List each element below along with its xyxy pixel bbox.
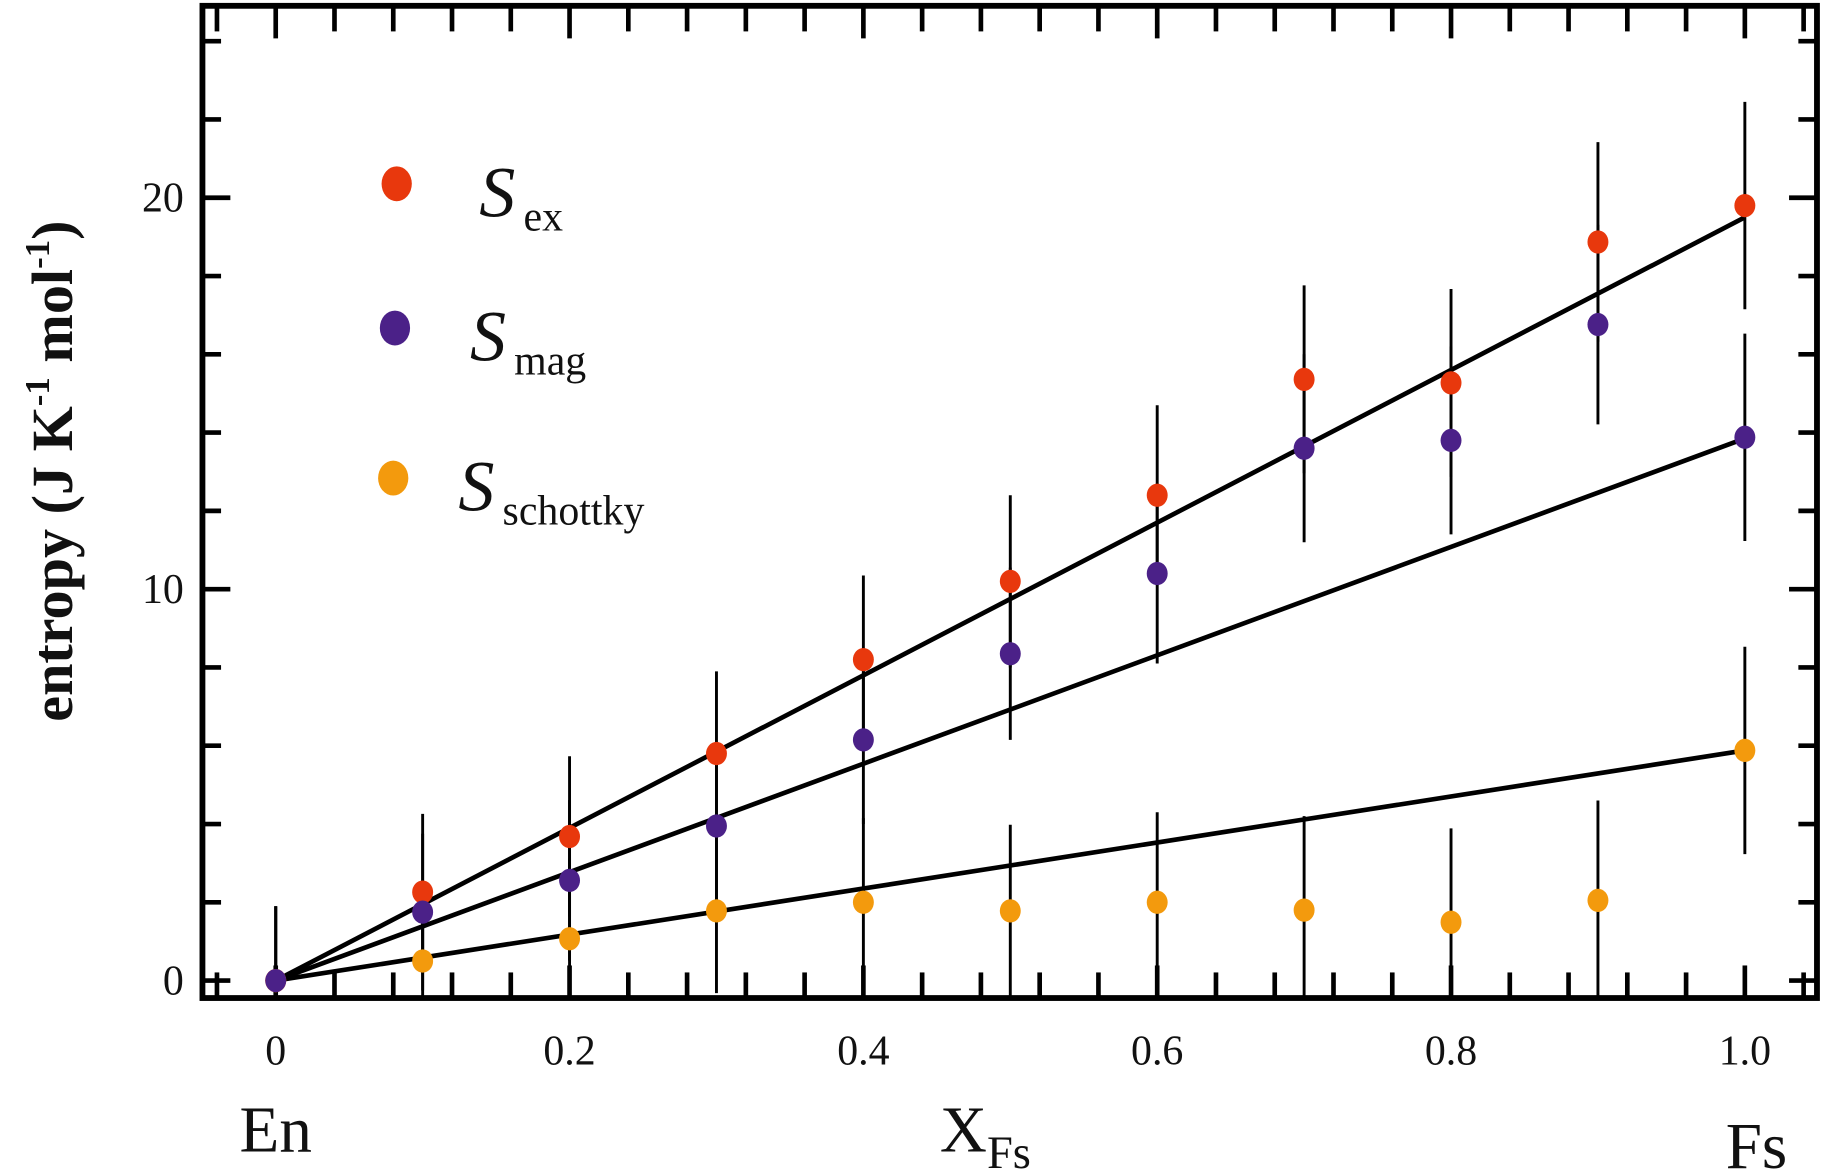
point-mag (705, 814, 727, 838)
point-mag (1293, 436, 1315, 460)
legend-sub-ex: ex (523, 194, 563, 240)
point-ex (1146, 483, 1168, 507)
point-mag (1734, 425, 1756, 449)
point-ex (1293, 367, 1315, 391)
point-schottky (1734, 738, 1756, 763)
point-schottky (999, 899, 1021, 923)
point-mag (412, 900, 434, 924)
point-ex (705, 741, 727, 766)
point-ex (852, 647, 874, 672)
point-schottky (705, 899, 727, 923)
point-schottky (1440, 910, 1462, 934)
point-schottky (412, 949, 434, 973)
legend-sub-schottky: schottky (503, 489, 645, 535)
point-ex (1587, 230, 1609, 254)
point-ex (559, 824, 581, 849)
point-mag (1146, 561, 1168, 586)
end-label-en: En (240, 1095, 312, 1167)
legend-label-schottky: S (458, 447, 494, 527)
plot-frame (199, 2, 1820, 1001)
point-mag (852, 728, 874, 752)
y-tick-label: 10 (142, 567, 184, 613)
y-tick-label: 20 (142, 176, 184, 222)
x-tick-label: 0 (265, 1028, 286, 1074)
point-ex (1440, 371, 1462, 395)
point-mag (1587, 312, 1609, 337)
point-mag (999, 642, 1021, 666)
fit-lines (274, 215, 1746, 983)
point-ex (999, 569, 1021, 593)
y-tick-label: 0 (163, 959, 184, 1005)
x-tick-label: 1.0 (1719, 1028, 1771, 1074)
legend-marker-ex (381, 166, 412, 202)
fit-line-schottky (275, 748, 1746, 983)
data-points (265, 193, 1756, 993)
end-label-fs: Fs (1726, 1111, 1788, 1176)
point-schottky (852, 890, 874, 914)
point-ex (1734, 193, 1756, 218)
point-schottky (1587, 888, 1609, 912)
point-schottky (1146, 890, 1168, 914)
x-axis-label: XFs (940, 1095, 1031, 1176)
point-schottky (559, 927, 581, 951)
legend-label-mag: S (470, 297, 506, 377)
x-tick-label: 0.6 (1131, 1028, 1183, 1074)
legend-sub-mag: mag (514, 339, 586, 385)
point-mag (265, 968, 287, 993)
x-tick-label: 0.2 (543, 1028, 595, 1074)
legend-marker-mag (379, 310, 411, 346)
y-axis-label: entropy (J K-1 mol-1) (18, 220, 85, 721)
point-ex (412, 880, 434, 904)
x-tick-label: 0.4 (837, 1028, 889, 1074)
fit-line-ex (274, 215, 1746, 983)
point-schottky (1293, 898, 1315, 922)
legend-marker-schottky (378, 460, 409, 496)
point-mag (1440, 428, 1462, 453)
point-mag (559, 868, 581, 893)
fit-line-mag (274, 436, 1746, 983)
x-tick-label: 0.8 (1425, 1028, 1477, 1074)
legend-label-ex: S (479, 152, 515, 232)
